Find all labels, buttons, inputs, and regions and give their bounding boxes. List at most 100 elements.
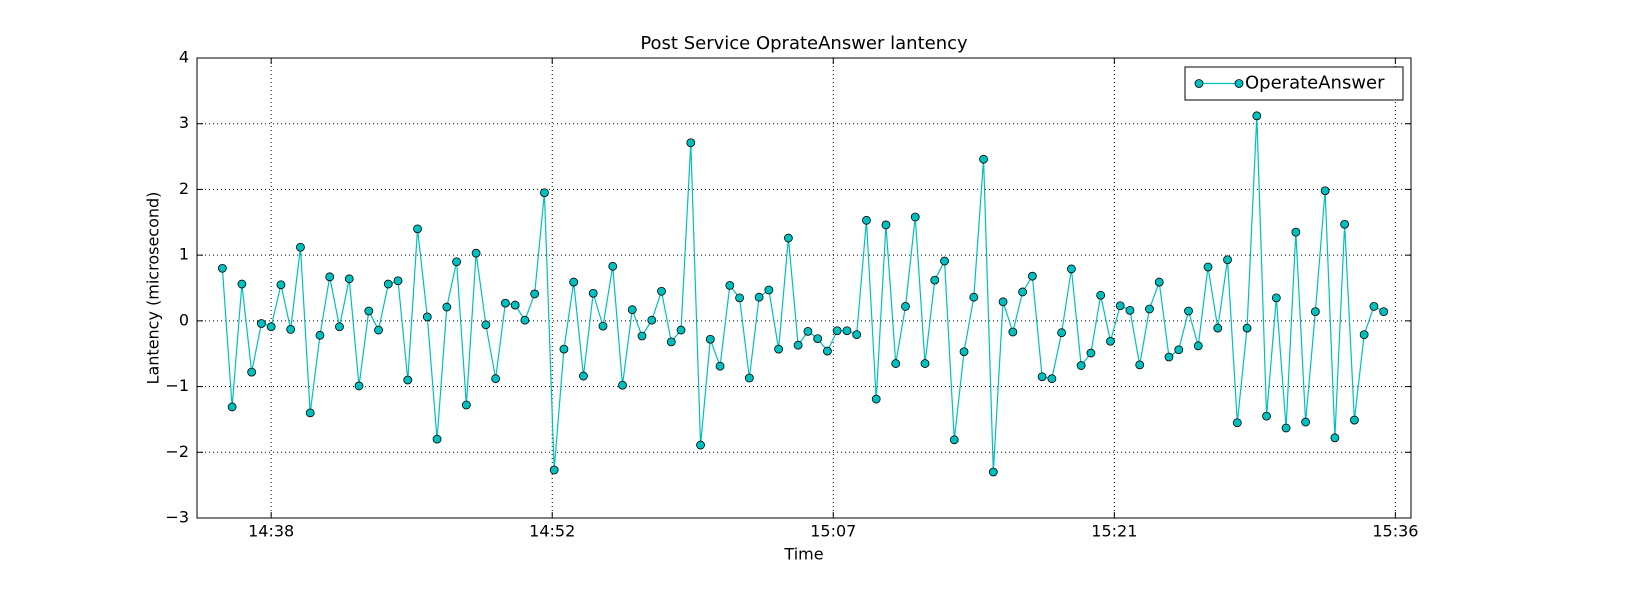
data-point bbox=[686, 138, 696, 148]
data-point bbox=[959, 347, 969, 357]
x-axis-label: Time bbox=[783, 545, 823, 564]
data-point bbox=[988, 467, 998, 477]
data-point bbox=[422, 312, 432, 322]
data-point bbox=[237, 279, 247, 289]
data-point bbox=[520, 315, 530, 325]
data-point bbox=[1135, 360, 1145, 370]
legend-marker bbox=[1234, 79, 1244, 88]
data-point bbox=[969, 292, 979, 302]
data-point bbox=[403, 375, 413, 385]
data-point bbox=[1018, 287, 1027, 297]
data-point bbox=[949, 435, 959, 445]
data-point bbox=[1223, 255, 1232, 265]
data-point bbox=[901, 301, 910, 311]
data-point bbox=[1213, 323, 1223, 333]
data-point bbox=[1320, 186, 1330, 196]
data-point bbox=[774, 344, 784, 354]
x-tick-label: 15:07 bbox=[810, 522, 856, 541]
data-point bbox=[305, 408, 315, 418]
data-point bbox=[744, 373, 754, 383]
data-point bbox=[618, 380, 627, 390]
data-point bbox=[227, 402, 237, 412]
data-point bbox=[588, 288, 598, 298]
data-point bbox=[1057, 328, 1067, 338]
data-point bbox=[286, 324, 296, 334]
data-point bbox=[1115, 301, 1125, 311]
data-point bbox=[1096, 290, 1106, 300]
data-point bbox=[1369, 301, 1379, 311]
data-point bbox=[891, 359, 901, 368]
data-point bbox=[696, 440, 705, 450]
data-point bbox=[559, 344, 569, 354]
data-point bbox=[1154, 277, 1164, 287]
data-point bbox=[783, 233, 793, 243]
data-point bbox=[940, 256, 949, 266]
data-point bbox=[266, 322, 276, 332]
data-point bbox=[725, 280, 735, 290]
data-point bbox=[803, 326, 813, 336]
plot-frame bbox=[196, 57, 1412, 519]
data-point bbox=[344, 274, 354, 284]
data-point bbox=[715, 361, 725, 371]
data-point bbox=[1359, 330, 1369, 340]
data-point bbox=[1242, 323, 1252, 333]
data-point bbox=[1301, 417, 1311, 427]
data-point bbox=[1125, 305, 1135, 315]
data-point bbox=[1291, 227, 1301, 237]
y-tick-label: −1 bbox=[165, 376, 189, 395]
y-tick-label: −3 bbox=[165, 508, 189, 527]
data-point bbox=[471, 248, 481, 258]
data-point bbox=[481, 320, 491, 330]
data-point bbox=[920, 359, 930, 368]
data-point bbox=[325, 272, 335, 282]
data-point bbox=[1271, 293, 1281, 303]
x-tick-label: 15:21 bbox=[1091, 522, 1137, 541]
data-point bbox=[510, 300, 520, 310]
data-point bbox=[540, 188, 549, 198]
data-point bbox=[413, 224, 422, 234]
x-tick-label: 14:38 bbox=[248, 522, 294, 541]
data-point bbox=[491, 374, 501, 384]
y-tick-label: 4 bbox=[179, 48, 189, 67]
data-point bbox=[705, 334, 715, 344]
y-tick-label: 1 bbox=[179, 245, 189, 264]
y-tick-label: 3 bbox=[179, 113, 189, 132]
data-point bbox=[754, 292, 764, 302]
data-point bbox=[979, 154, 988, 164]
data-point bbox=[364, 306, 374, 316]
data-point bbox=[1340, 219, 1350, 229]
data-point bbox=[257, 319, 266, 328]
data-point bbox=[335, 322, 344, 332]
chart-title: Post Service OprateAnswer lantency bbox=[640, 33, 968, 54]
data-point bbox=[374, 325, 383, 335]
data-point bbox=[764, 285, 774, 295]
data-point bbox=[549, 465, 559, 475]
x-tick-label: 14:52 bbox=[529, 522, 575, 541]
data-point bbox=[1145, 304, 1154, 314]
data-point bbox=[1047, 374, 1057, 384]
data-point bbox=[608, 261, 618, 271]
series-line bbox=[221, 115, 1384, 473]
data-point bbox=[998, 297, 1008, 307]
data-point bbox=[315, 330, 325, 340]
data-point bbox=[1281, 423, 1291, 433]
y-tick-label: 0 bbox=[179, 310, 189, 329]
data-point bbox=[823, 346, 832, 356]
data-point bbox=[862, 215, 871, 225]
data-point bbox=[1232, 418, 1242, 428]
legend-label: OperateAnswer bbox=[1245, 73, 1385, 94]
data-point bbox=[910, 212, 920, 222]
data-point bbox=[442, 302, 452, 312]
data-point bbox=[1262, 411, 1271, 421]
data-point bbox=[296, 242, 305, 252]
data-point bbox=[383, 279, 393, 289]
data-point bbox=[1174, 345, 1184, 355]
data-point bbox=[1076, 361, 1086, 370]
data-point bbox=[1203, 262, 1213, 272]
data-point bbox=[500, 298, 510, 308]
data-point bbox=[793, 340, 803, 350]
data-point bbox=[247, 367, 257, 377]
data-point bbox=[842, 326, 852, 336]
data-point bbox=[1184, 306, 1193, 316]
